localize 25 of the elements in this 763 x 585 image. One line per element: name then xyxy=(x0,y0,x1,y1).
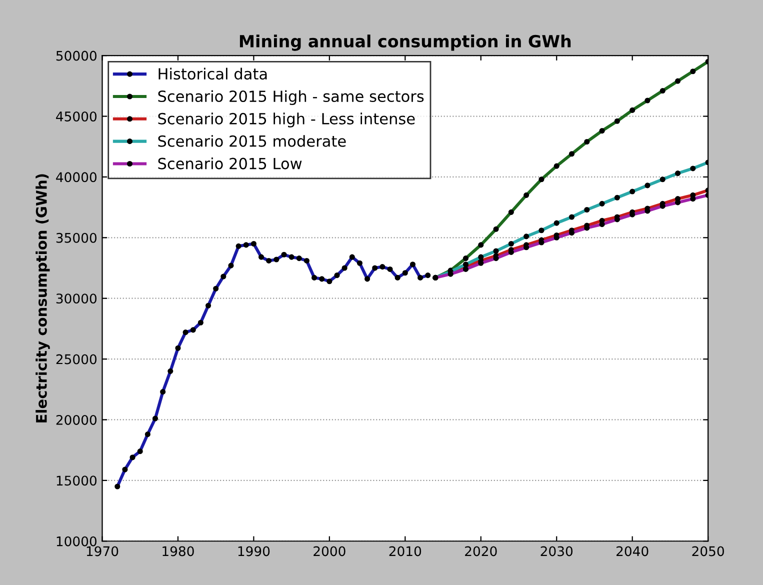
y-tick-label: 25000 xyxy=(56,354,97,364)
y-tick-label: 50000 xyxy=(56,50,97,61)
legend-label: Scenario 2015 high - Less intense xyxy=(158,112,415,128)
y-tick-label: 45000 xyxy=(56,111,97,122)
x-tick-label: 2050 xyxy=(692,546,724,556)
y-tick-label: 35000 xyxy=(56,232,97,243)
y-tick-label: 40000 xyxy=(56,172,97,182)
legend-label: Historical data xyxy=(158,68,267,80)
x-tick-label: 2040 xyxy=(616,546,648,556)
y-tick-label: 15000 xyxy=(56,476,97,486)
x-tick-label: 2010 xyxy=(389,546,422,556)
x-tick-label: 1980 xyxy=(162,546,194,556)
y-tick-label: 30000 xyxy=(56,294,97,304)
legend-label: Scenario 2015 High - same sectors xyxy=(158,90,424,106)
y-tick-label: 10000 xyxy=(56,536,97,546)
y-axis-title: Electricity consumption (GWh) xyxy=(36,174,50,422)
x-tick-label: 1990 xyxy=(238,546,270,556)
x-tick-label: 1970 xyxy=(86,546,118,556)
legend-label: Scenario 2015 Low xyxy=(158,157,302,170)
x-tick-label: 2030 xyxy=(540,546,573,556)
legend-label: Scenario 2015 moderate xyxy=(158,135,346,147)
x-tick-label: 2020 xyxy=(465,546,497,556)
x-tick-label: 2000 xyxy=(314,546,346,556)
y-tick-label: 20000 xyxy=(56,414,97,425)
chart-title: Mining annual consumption in GWh xyxy=(240,34,571,51)
